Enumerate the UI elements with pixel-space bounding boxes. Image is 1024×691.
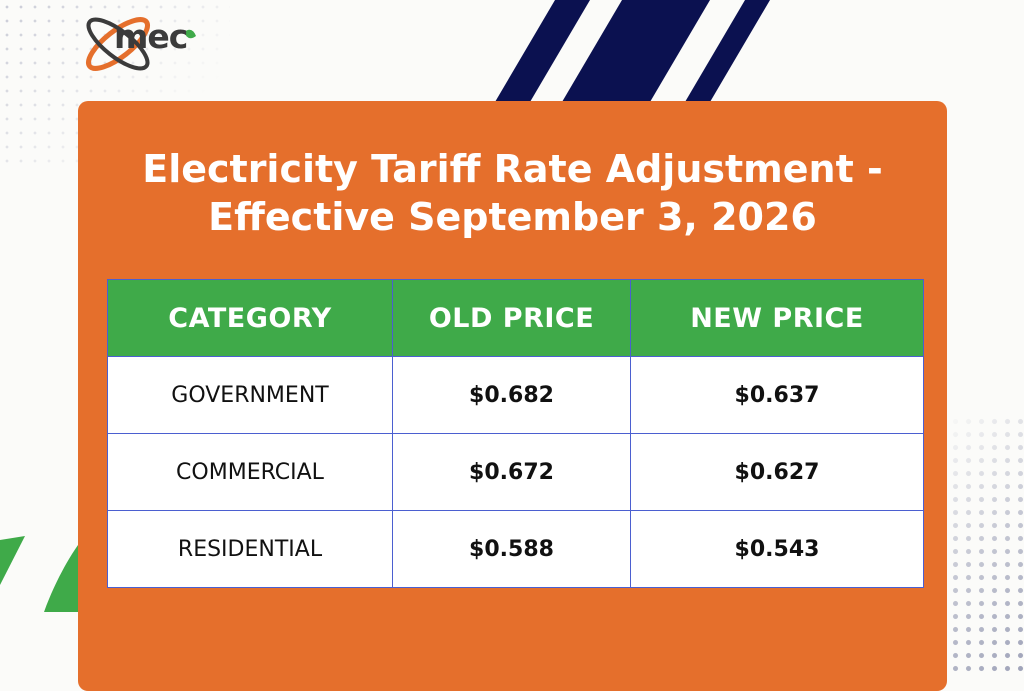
header-old-price: OLD PRICE bbox=[392, 279, 631, 357]
atom-orbit-icon bbox=[86, 17, 196, 71]
tariff-card: Electricity Tariff Rate Adjustment - Eff… bbox=[78, 101, 947, 691]
category-cell: RESIDENTIAL bbox=[107, 510, 393, 588]
table-row: RESIDENTIAL $0.588 $0.543 bbox=[107, 510, 924, 588]
category-cell: GOVERNMENT bbox=[107, 356, 393, 434]
old-price-cell: $0.588 bbox=[392, 510, 631, 588]
new-price-cell: $0.637 bbox=[630, 356, 924, 434]
header-new-price: NEW PRICE bbox=[630, 279, 924, 357]
page-title: Electricity Tariff Rate Adjustment - Eff… bbox=[78, 145, 947, 241]
mec-logo: mec bbox=[78, 6, 218, 82]
new-price-cell: $0.627 bbox=[630, 433, 924, 511]
table-row: COMMERCIAL $0.672 $0.627 bbox=[107, 433, 924, 511]
title-line-2: Effective September 3, 2026 bbox=[208, 195, 817, 239]
new-price-cell: $0.543 bbox=[630, 510, 924, 588]
title-line-1: Electricity Tariff Rate Adjustment - bbox=[142, 147, 883, 191]
header-category: CATEGORY bbox=[107, 279, 393, 357]
category-cell: COMMERCIAL bbox=[107, 433, 393, 511]
old-price-cell: $0.682 bbox=[392, 356, 631, 434]
table-header-row: CATEGORY OLD PRICE NEW PRICE bbox=[107, 279, 924, 357]
green-leaf-decoration bbox=[0, 536, 78, 612]
navy-stripes-decoration bbox=[495, 0, 770, 102]
tariff-table: CATEGORY OLD PRICE NEW PRICE GOVERNMENT … bbox=[107, 279, 924, 588]
logo-text: mec bbox=[114, 17, 188, 56]
table-row: GOVERNMENT $0.682 $0.637 bbox=[107, 356, 924, 434]
old-price-cell: $0.672 bbox=[392, 433, 631, 511]
